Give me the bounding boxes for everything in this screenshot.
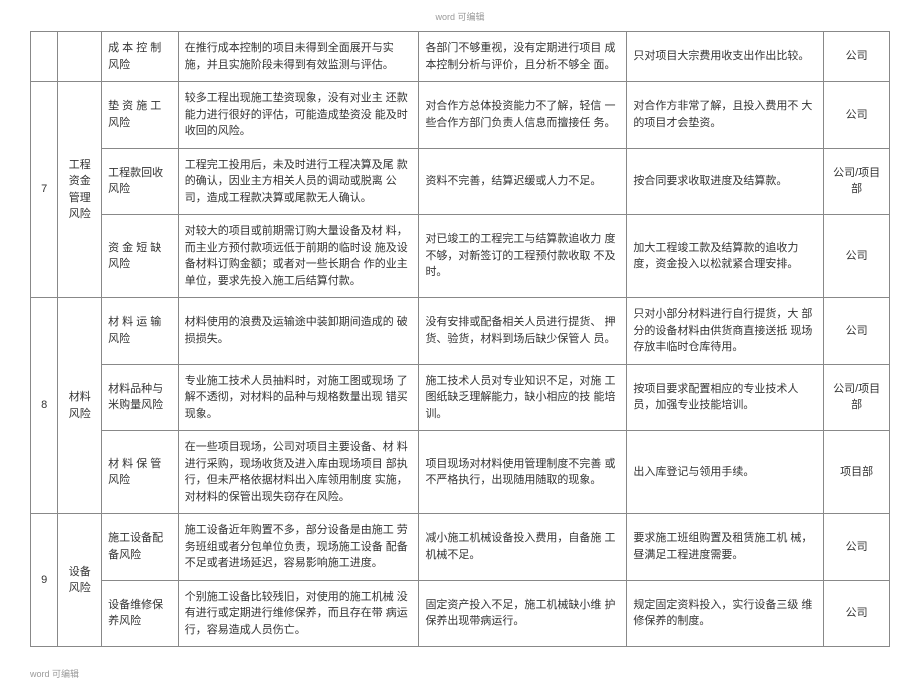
risk-measure: 只对小部分材料进行自行提货，大 部分的设备材料由供货商直接送抵 现场存放丰临时仓… bbox=[627, 298, 824, 365]
risk-dept: 公司/项目部 bbox=[824, 148, 890, 215]
row-num: 8 bbox=[31, 298, 58, 514]
risk-description: 专业施工技术人员抽料时，对施工图或现场 了解不透彻，对材料的品种与规格数量出现 … bbox=[178, 364, 419, 431]
row-num: 9 bbox=[31, 514, 58, 647]
risk-name: 材 料 运 输 风险 bbox=[102, 298, 179, 365]
risk-name: 工程款回收风险 bbox=[102, 148, 179, 215]
risk-measure: 只对项目大宗费用收支出作出比较。 bbox=[627, 32, 824, 82]
risk-dept: 公司 bbox=[824, 298, 890, 365]
row-category: 工程资金管理风险 bbox=[58, 82, 102, 298]
risk-cause: 资料不完善，结算迟缓或人力不足。 bbox=[419, 148, 627, 215]
risk-measure: 对合作方非常了解，且投入费用不 大的项目才会垫资。 bbox=[627, 82, 824, 149]
row-num bbox=[31, 32, 58, 82]
risk-measure: 出入库登记与领用手续。 bbox=[627, 431, 824, 514]
row-category: 设备风险 bbox=[58, 514, 102, 647]
risk-cause: 没有安排或配备相关人员进行提货、 押货、验货，材料到场后缺少保管人 员。 bbox=[419, 298, 627, 365]
risk-dept: 项目部 bbox=[824, 431, 890, 514]
risk-name: 设备维修保养风险 bbox=[102, 580, 179, 647]
row-category bbox=[58, 32, 102, 82]
footer-watermark: word 可编辑 bbox=[30, 667, 890, 680]
risk-description: 施工设备近年购置不多，部分设备是由施工 劳务班组或者分包单位负责，现场施工设备 … bbox=[178, 514, 419, 581]
risk-name: 成 本 控 制 风险 bbox=[102, 32, 179, 82]
risk-name: 材料品种与米购量风险 bbox=[102, 364, 179, 431]
risk-measure: 规定固定资料投入，实行设备三级 维修保养的制度。 bbox=[627, 580, 824, 647]
risk-description: 材料使用的浪费及运输途中装卸期间造成的 破损损失。 bbox=[178, 298, 419, 365]
risk-dept: 公司 bbox=[824, 32, 890, 82]
risk-dept: 公司 bbox=[824, 514, 890, 581]
risk-description: 个别施工设备比较残旧，对使用的施工机械 没有进行或定期进行维修保养，而且存在带 … bbox=[178, 580, 419, 647]
risk-cause: 对合作方总体投资能力不了解，轻信 一些合作方部门负责人信息而擅接任 务。 bbox=[419, 82, 627, 149]
risk-cause: 减小施工机械设备投入费用，自备施 工机械不足。 bbox=[419, 514, 627, 581]
risk-name: 垫 资 施 工 风险 bbox=[102, 82, 179, 149]
risk-description: 较多工程出现施工垫资现象，没有对业主 还款能力进行很好的评估，可能造成垫资没 能… bbox=[178, 82, 419, 149]
risk-dept: 公司 bbox=[824, 580, 890, 647]
risk-description: 在一些项目现场，公司对项目主要设备、材 料进行采购，现场收货及进入库由现场项目 … bbox=[178, 431, 419, 514]
risk-measure: 按项目要求配置相应的专业技术人员，加强专业技能培训。 bbox=[627, 364, 824, 431]
risk-measure: 加大工程竣工款及结算款的追收力度，资金投入以松就紧合理安排。 bbox=[627, 215, 824, 298]
risk-description: 工程完工投用后，未及时进行工程决算及尾 款的确认，因业主方相关人员的调动或脱离 … bbox=[178, 148, 419, 215]
risk-dept: 公司 bbox=[824, 82, 890, 149]
risk-description: 对较大的项目或前期需订购大量设备及材 料，而主业方预付款项远低于前期的临时设 施… bbox=[178, 215, 419, 298]
risk-cause: 项目现场对材料使用管理制度不完善 或不严格执行，出现随用随取的现象。 bbox=[419, 431, 627, 514]
risk-dept: 公司/项目部 bbox=[824, 364, 890, 431]
risk-table: 成 本 控 制 风险 在推行成本控制的项目未得到全面展开与实 施，并且实施阶段未… bbox=[30, 31, 890, 647]
risk-name: 资 金 短 缺 风险 bbox=[102, 215, 179, 298]
risk-name: 施工设备配备风险 bbox=[102, 514, 179, 581]
risk-measure: 按合同要求收取进度及结算款。 bbox=[627, 148, 824, 215]
row-category: 材料风险 bbox=[58, 298, 102, 514]
row-num: 7 bbox=[31, 82, 58, 298]
header-watermark: word 可编辑 bbox=[30, 10, 890, 23]
risk-measure: 要求施工班组购置及租赁施工机 械，昼满足工程进度需要。 bbox=[627, 514, 824, 581]
risk-cause: 固定资产投入不足，施工机械缺小维 护保养出现带病运行。 bbox=[419, 580, 627, 647]
risk-cause: 对已竣工的工程完工与结算款追收力 度不够，对新签订的工程预付款收取 不及时。 bbox=[419, 215, 627, 298]
risk-description: 在推行成本控制的项目未得到全面展开与实 施，并且实施阶段未得到有效监测与评估。 bbox=[178, 32, 419, 82]
risk-name: 材 料 保 管 风险 bbox=[102, 431, 179, 514]
risk-cause: 施工技术人员对专业知识不足，对施 工图纸缺乏理解能力，缺小相应的技 能培训。 bbox=[419, 364, 627, 431]
risk-dept: 公司 bbox=[824, 215, 890, 298]
risk-cause: 各部门不够重视，没有定期进行项目 成本控制分析与评价，且分析不够全 面。 bbox=[419, 32, 627, 82]
